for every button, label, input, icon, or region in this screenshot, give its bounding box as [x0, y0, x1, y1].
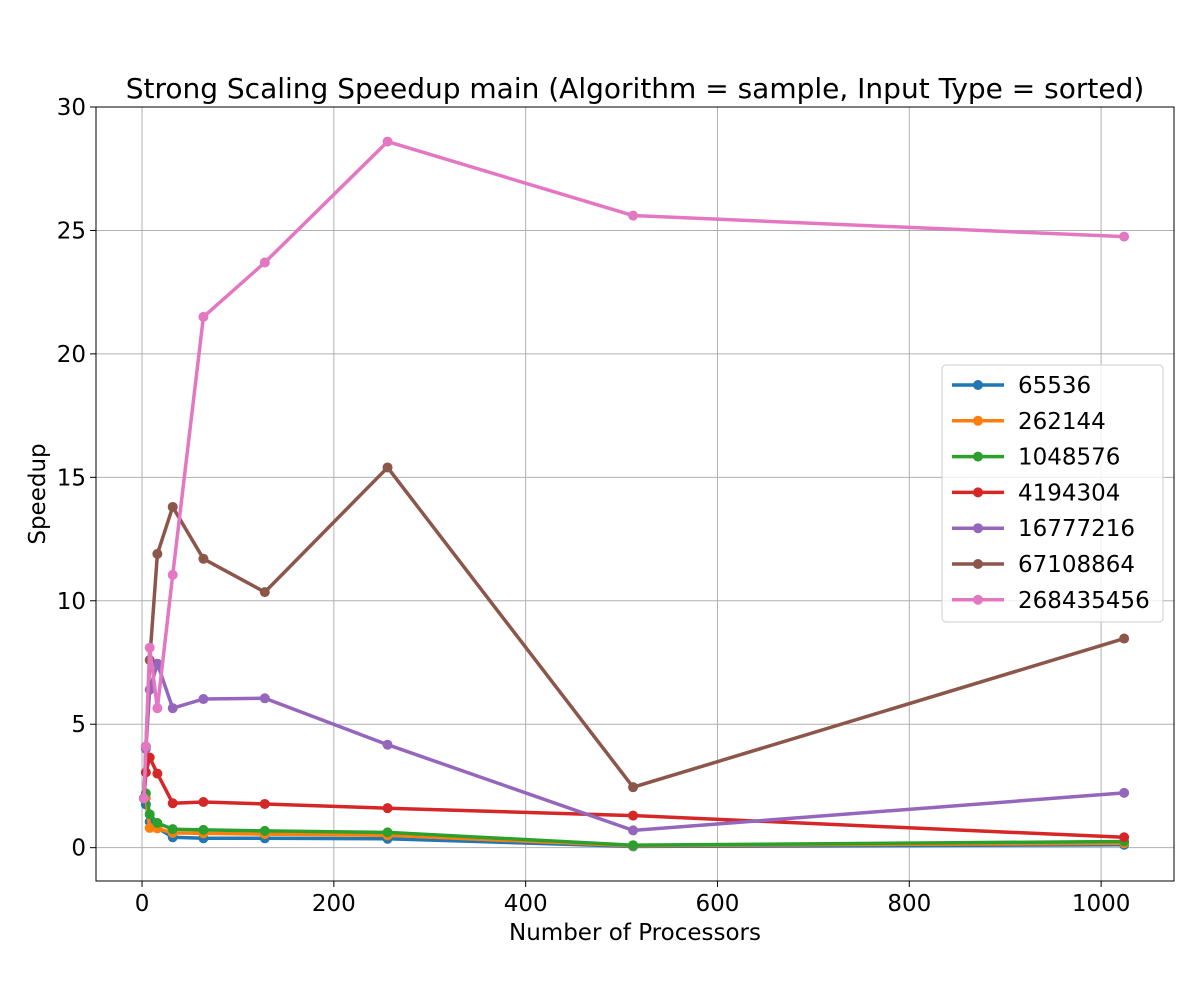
data-point — [144, 822, 155, 833]
data-point — [382, 739, 393, 750]
y-tick-label: 10 — [57, 589, 86, 615]
data-point — [144, 642, 155, 653]
legend-swatch-marker — [973, 415, 983, 426]
y-tick-label: 5 — [71, 712, 86, 738]
data-point — [1119, 633, 1130, 644]
x-tick-label: 0 — [135, 891, 150, 917]
legend-swatch-marker — [973, 523, 983, 534]
data-point — [167, 798, 178, 809]
legend-label: 4194304 — [1018, 480, 1120, 506]
data-point — [167, 569, 178, 580]
x-tick-label: 200 — [312, 891, 356, 917]
tick-layer: 0 200 400 600 800 1000 0 5 10 15 20 25 30 — [57, 95, 1131, 917]
data-point — [167, 501, 178, 512]
data-point — [382, 136, 393, 147]
y-tick-label: 30 — [57, 95, 86, 121]
series-16777216 — [138, 658, 1130, 836]
data-point — [198, 796, 209, 807]
y-tick-label: 25 — [57, 218, 86, 244]
data-point — [152, 768, 163, 779]
legend-label: 65536 — [1018, 373, 1091, 399]
legend-swatch-marker — [973, 594, 983, 605]
data-point — [138, 793, 149, 804]
data-point — [144, 809, 155, 820]
data-point — [628, 782, 639, 793]
y-axis-label: Speedup — [25, 443, 51, 544]
x-tick-label: 600 — [696, 891, 740, 917]
data-point — [167, 703, 178, 714]
legend-swatch-marker — [973, 380, 983, 390]
data-point — [198, 553, 209, 564]
series-line — [142, 139, 1125, 799]
legend: 65536 262144 1048576 4194304 16777216 6710886… — [941, 364, 1164, 623]
data-point — [1119, 231, 1130, 242]
data-point — [167, 824, 178, 835]
legend-swatch-marker — [973, 487, 983, 498]
series-line — [142, 755, 1125, 840]
data-point — [198, 694, 209, 705]
data-point — [259, 257, 270, 268]
x-tick-label: 1000 — [1072, 891, 1131, 917]
data-point — [152, 548, 163, 559]
y-tick-label: 20 — [57, 342, 86, 368]
data-point — [382, 462, 393, 473]
series-line — [142, 791, 1125, 847]
data-point — [198, 824, 209, 835]
legend-label: 268435456 — [1018, 588, 1150, 614]
x-tick-label: 800 — [887, 891, 931, 917]
data-point — [382, 803, 393, 814]
data-point — [628, 825, 639, 836]
data-point — [1119, 832, 1130, 843]
data-point — [152, 817, 163, 828]
data-point — [140, 741, 151, 752]
series-layer — [138, 136, 1130, 852]
legend-label: 16777216 — [1018, 516, 1135, 542]
data-point — [152, 703, 163, 714]
y-tick-label: 15 — [57, 465, 86, 491]
series-268435456 — [138, 136, 1130, 804]
data-point — [382, 827, 393, 838]
data-point — [628, 840, 639, 851]
legend-label: 262144 — [1018, 409, 1106, 435]
data-point — [198, 311, 209, 322]
chart-title: Strong Scaling Speedup main (Algorithm =… — [126, 72, 1145, 105]
legend-label: 67108864 — [1018, 552, 1135, 578]
data-point — [259, 587, 270, 598]
data-point — [259, 798, 270, 809]
x-tick-label: 400 — [504, 891, 548, 917]
y-tick-label: 0 — [71, 836, 86, 862]
data-point — [628, 810, 639, 821]
plot-frame — [95, 106, 1175, 882]
legend-swatch-marker — [973, 559, 983, 569]
legend-swatch-marker — [973, 451, 983, 462]
legend-box — [941, 364, 1164, 623]
x-axis-label: Number of Processors — [509, 920, 761, 946]
data-point — [1119, 787, 1130, 798]
data-point — [259, 693, 270, 704]
data-point — [259, 825, 270, 836]
data-point — [152, 658, 163, 669]
legend-label: 1048576 — [1018, 445, 1120, 471]
data-point — [628, 210, 639, 221]
